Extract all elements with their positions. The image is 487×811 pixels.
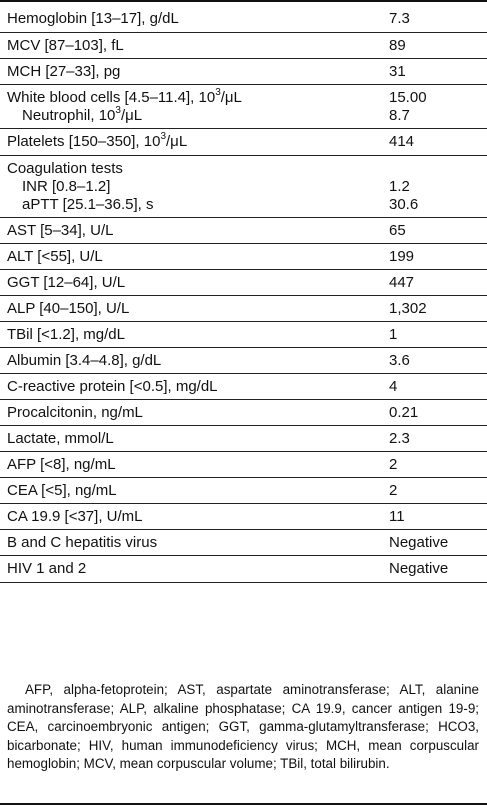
- test-label: ALP [40–150], U/L: [7, 300, 130, 317]
- test-label: MCV [87–103], fL: [7, 37, 124, 54]
- test-label: B and C hepatitis virus: [7, 534, 158, 551]
- table-row: TBil [<1.2], mg/dL 1: [0, 322, 487, 348]
- test-value: 2.3: [389, 430, 410, 447]
- table-row: Albumin [3.4–4.8], g/dL 3.6: [0, 348, 487, 374]
- test-label: CEA [<5], ng/mL: [7, 482, 117, 499]
- test-value: 3.6: [389, 352, 410, 369]
- lab-results-table: Hemoglobin [13–17], g/dL 7.3 MCV [87–103…: [0, 0, 487, 583]
- test-label: White blood cells [4.5–11.4], 103/μL: [7, 87, 242, 107]
- sub-test-label: Neutrophil, 103/μL: [22, 105, 143, 125]
- table-row: MCH [27–33], pg 31: [0, 59, 487, 85]
- test-value: 89: [389, 37, 406, 54]
- sub-test-label: aPTT [25.1–36.5], s: [22, 196, 154, 213]
- table-row: Coagulation tests INR [0.8–1.2] 1.2 aPTT…: [0, 156, 487, 218]
- table-row: ALP [40–150], U/L 1,302: [0, 296, 487, 322]
- test-value: 11: [389, 508, 405, 525]
- test-label: Platelets [150–350], 103/μL: [7, 131, 188, 151]
- test-value: 199: [389, 248, 415, 265]
- table-footnote: AFP, alpha-fetoprotein; AST, aspartate a…: [7, 682, 479, 772]
- test-label: Coagulation tests: [7, 160, 123, 177]
- test-value: 414: [389, 133, 415, 150]
- table-row: GGT [12–64], U/L 447: [0, 270, 487, 296]
- test-label: HIV 1 and 2: [7, 560, 87, 577]
- test-value: 0.21: [389, 404, 419, 421]
- test-value: Negative: [389, 534, 449, 551]
- test-value: Negative: [389, 560, 449, 577]
- test-value: 2: [389, 482, 398, 499]
- test-value: 65: [389, 222, 406, 239]
- test-label: CA 19.9 [<37], U/mL: [7, 508, 143, 525]
- table-row: B and C hepatitis virus Negative: [0, 530, 487, 556]
- test-label: C-reactive protein [<0.5], mg/dL: [7, 378, 218, 395]
- test-label: Hemoglobin [13–17], g/dL: [7, 10, 179, 27]
- table-row: Lactate, mmol/L 2.3: [0, 426, 487, 452]
- table-row: Platelets [150–350], 103/μL 414: [0, 129, 487, 156]
- test-value: 15.00: [389, 89, 427, 106]
- table-row: HIV 1 and 2 Negative: [0, 556, 487, 583]
- table-row: Hemoglobin [13–17], g/dL 7.3: [0, 2, 487, 33]
- table-row: CA 19.9 [<37], U/mL 11: [0, 504, 487, 530]
- table-row: Procalcitonin, ng/mL 0.21: [0, 400, 487, 426]
- test-label: TBil [<1.2], mg/dL: [7, 326, 125, 343]
- table-row: AST [5–34], U/L 65: [0, 218, 487, 244]
- test-label: Albumin [3.4–4.8], g/dL: [7, 352, 162, 369]
- table-row: CEA [<5], ng/mL 2: [0, 478, 487, 504]
- bottom-rule: [0, 803, 487, 805]
- sub-test-value: 8.7: [389, 107, 410, 124]
- test-value: 31: [389, 63, 406, 80]
- test-value: 1,302: [389, 300, 427, 317]
- table-row: C-reactive protein [<0.5], mg/dL 4: [0, 374, 487, 400]
- table-row: ALT [<55], U/L 199: [0, 244, 487, 270]
- test-label: MCH [27–33], pg: [7, 63, 121, 80]
- sub-test-value: 30.6: [389, 196, 419, 213]
- sub-test-label: INR [0.8–1.2]: [22, 178, 111, 195]
- test-value: 1: [389, 326, 398, 343]
- test-label: Procalcitonin, ng/mL: [7, 404, 143, 421]
- test-label: ALT [<55], U/L: [7, 248, 103, 265]
- test-label: AFP [<8], ng/mL: [7, 456, 116, 473]
- table-row: MCV [87–103], fL 89: [0, 33, 487, 59]
- test-value: 2: [389, 456, 398, 473]
- test-value: 7.3: [389, 10, 410, 27]
- sub-test-value: 1.2: [389, 178, 410, 195]
- test-label: GGT [12–64], U/L: [7, 274, 126, 291]
- test-label: Lactate, mmol/L: [7, 430, 114, 447]
- test-value: 4: [389, 378, 398, 395]
- test-label: AST [5–34], U/L: [7, 222, 114, 239]
- table-row: White blood cells [4.5–11.4], 103/μL 15.…: [0, 85, 487, 129]
- test-value: 447: [389, 274, 415, 291]
- table-row: AFP [<8], ng/mL 2: [0, 452, 487, 478]
